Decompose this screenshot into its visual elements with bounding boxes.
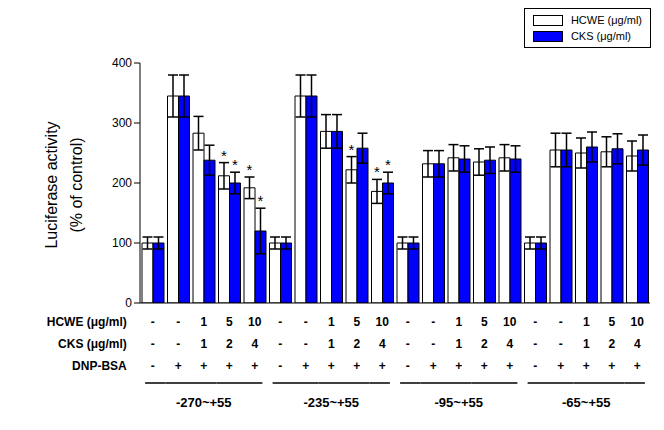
- svg-text:10: 10: [248, 315, 262, 329]
- svg-text:10: 10: [631, 315, 645, 329]
- svg-text:+: +: [455, 359, 462, 373]
- svg-text:+: +: [226, 359, 233, 373]
- svg-text:-: -: [176, 315, 180, 329]
- svg-text:*: *: [349, 141, 355, 158]
- svg-text:+: +: [583, 359, 590, 373]
- svg-text:-: -: [304, 315, 308, 329]
- svg-text:-: -: [431, 337, 435, 351]
- svg-text:-: -: [559, 315, 563, 329]
- svg-text:+: +: [379, 359, 386, 373]
- svg-text:DNP-BSA: DNP-BSA: [72, 359, 127, 373]
- svg-text:-: -: [304, 337, 308, 351]
- svg-text:HCWE (μg/ml): HCWE (μg/ml): [47, 315, 127, 329]
- svg-text:-: -: [151, 359, 155, 373]
- svg-text:+: +: [608, 359, 615, 373]
- svg-text:-95~+55: -95~+55: [435, 395, 483, 410]
- svg-text:1: 1: [200, 315, 207, 329]
- svg-text:CKS (μg/ml): CKS (μg/ml): [58, 337, 127, 351]
- svg-text:5: 5: [608, 315, 615, 329]
- svg-text:4: 4: [251, 337, 258, 351]
- svg-text:+: +: [328, 359, 335, 373]
- svg-text:*: *: [258, 192, 264, 209]
- svg-text:+: +: [506, 359, 513, 373]
- svg-text:1: 1: [583, 315, 590, 329]
- svg-text:-: -: [278, 315, 282, 329]
- html-text:CKS (μg/ml): CKS (μg/ml): [570, 30, 631, 42]
- svg-text:+: +: [353, 359, 360, 373]
- svg-text:5: 5: [226, 315, 233, 329]
- svg-text:-: -: [151, 315, 155, 329]
- svg-text:-: -: [278, 359, 282, 373]
- html-text:HCWE (μg/ml): HCWE (μg/ml): [570, 14, 642, 26]
- svg-text:10: 10: [503, 315, 517, 329]
- svg-text:4: 4: [379, 337, 386, 351]
- svg-text:4: 4: [634, 337, 641, 351]
- svg-text:4: 4: [506, 337, 513, 351]
- svg-text:2: 2: [226, 337, 233, 351]
- svg-text:0: 0: [125, 296, 132, 310]
- svg-text:5: 5: [353, 315, 360, 329]
- svg-text:*: *: [232, 156, 238, 173]
- svg-text:-: -: [406, 337, 410, 351]
- svg-text:-: -: [431, 315, 435, 329]
- svg-text:-: -: [151, 337, 155, 351]
- svg-text:-: -: [533, 315, 537, 329]
- svg-text:300: 300: [112, 116, 132, 130]
- svg-text:2: 2: [608, 337, 615, 351]
- svg-text:+: +: [251, 359, 258, 373]
- svg-text:2: 2: [353, 337, 360, 351]
- svg-text:*: *: [221, 147, 227, 164]
- svg-text:1: 1: [455, 315, 462, 329]
- svg-text:Luciferase activity: Luciferase activity: [43, 121, 60, 248]
- svg-text:*: *: [247, 161, 253, 178]
- svg-text:200: 200: [112, 176, 132, 190]
- svg-text:1: 1: [200, 337, 207, 351]
- svg-text:-: -: [533, 359, 537, 373]
- svg-text:+: +: [302, 359, 309, 373]
- svg-text:(% of control): (% of control): [68, 137, 85, 232]
- svg-text:+: +: [557, 359, 564, 373]
- svg-text:-65~+55: -65~+55: [562, 395, 610, 410]
- svg-text:-: -: [176, 337, 180, 351]
- svg-text:-270~+55: -270~+55: [176, 395, 232, 410]
- svg-text:5: 5: [481, 315, 488, 329]
- svg-text:+: +: [430, 359, 437, 373]
- svg-text:*: *: [385, 156, 391, 173]
- svg-text:-: -: [406, 315, 410, 329]
- svg-text:100: 100: [112, 236, 132, 250]
- svg-text:1: 1: [455, 337, 462, 351]
- svg-text:+: +: [175, 359, 182, 373]
- svg-text:1: 1: [583, 337, 590, 351]
- svg-text:2: 2: [481, 337, 488, 351]
- svg-text:400: 400: [112, 56, 132, 70]
- svg-text:10: 10: [376, 315, 390, 329]
- svg-text:+: +: [200, 359, 207, 373]
- svg-text:-: -: [278, 337, 282, 351]
- svg-text:-: -: [533, 337, 537, 351]
- svg-text:1: 1: [328, 337, 335, 351]
- svg-text:-: -: [559, 337, 563, 351]
- svg-text:-235~+55: -235~+55: [303, 395, 359, 410]
- svg-text:+: +: [634, 359, 641, 373]
- svg-text:*: *: [374, 163, 380, 180]
- svg-text:1: 1: [328, 315, 335, 329]
- svg-text:+: +: [481, 359, 488, 373]
- svg-text:-: -: [406, 359, 410, 373]
